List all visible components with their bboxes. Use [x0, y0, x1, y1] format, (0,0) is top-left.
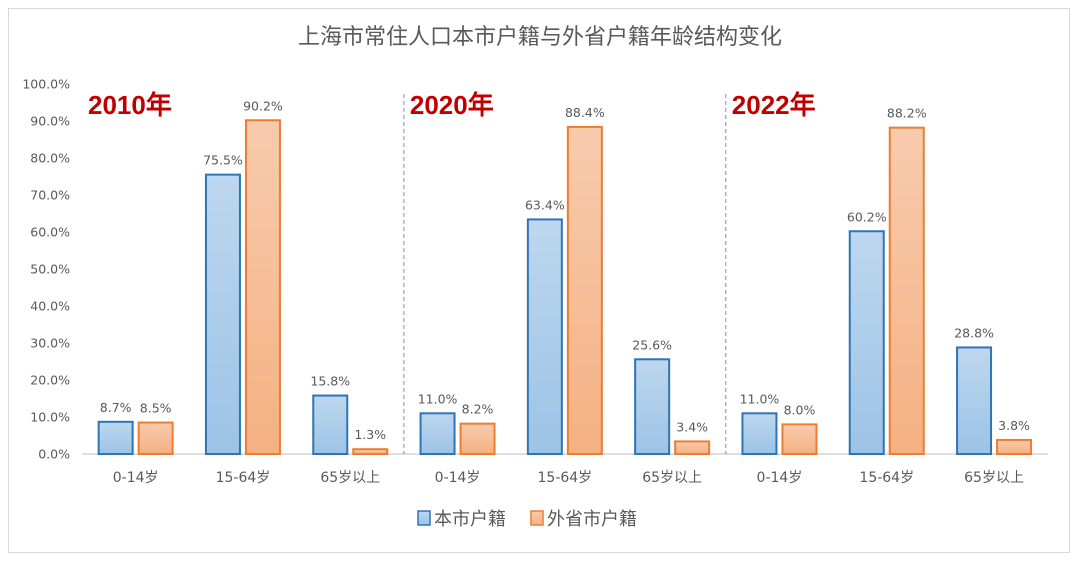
year-label: 2022年	[732, 90, 816, 120]
data-label: 90.2%	[243, 98, 283, 113]
bar-migrant	[996, 438, 1033, 456]
y-tick-label: 80.0%	[30, 151, 70, 166]
bar-local	[848, 230, 885, 455]
x-category-label: 15-64岁	[216, 470, 271, 486]
bar-local	[526, 218, 563, 455]
bar-local	[741, 412, 778, 455]
bar-local	[419, 412, 456, 455]
data-label: 88.4%	[565, 105, 605, 120]
legend-label-migrant: 外省市户籍	[547, 509, 637, 530]
x-category-label: 65岁以上	[320, 470, 380, 486]
bar-migrant	[888, 126, 925, 455]
data-label: 8.5%	[140, 401, 172, 416]
y-tick-label: 10.0%	[30, 410, 70, 425]
data-label: 8.7%	[100, 400, 132, 415]
x-category-label: 0-14岁	[757, 470, 803, 486]
bar-migrant	[781, 423, 818, 455]
data-label: 11.0%	[418, 391, 458, 406]
chart-title: 上海市常住人口本市户籍与外省户籍年龄结构变化	[298, 25, 782, 50]
bar-migrant	[137, 421, 174, 455]
bar-local	[204, 173, 241, 455]
data-label: 28.8%	[954, 325, 994, 340]
bar-local	[956, 346, 993, 455]
y-tick-label: 50.0%	[30, 262, 70, 277]
data-label: 60.2%	[847, 209, 887, 224]
data-label: 63.4%	[525, 197, 565, 212]
legend-swatch-local	[417, 510, 431, 526]
data-label: 75.5%	[203, 153, 243, 168]
bar-local	[634, 358, 671, 455]
y-tick-label: 30.0%	[30, 336, 70, 351]
data-label: 25.6%	[632, 337, 672, 352]
bar-migrant	[352, 448, 389, 456]
year-label: 2010年	[88, 90, 172, 120]
y-tick-label: 0.0%	[38, 447, 70, 462]
data-label: 11.0%	[740, 391, 780, 406]
data-label: 3.8%	[998, 418, 1030, 433]
data-label: 3.4%	[676, 419, 708, 434]
legend-swatch-migrant	[530, 510, 544, 526]
y-tick-label: 60.0%	[30, 225, 70, 240]
bar-local	[312, 394, 349, 456]
y-tick-label: 100.0%	[22, 77, 70, 92]
x-category-label: 15-64岁	[538, 470, 593, 486]
x-category-label: 0-14岁	[435, 470, 481, 486]
y-tick-label: 40.0%	[30, 299, 70, 314]
data-label: 88.2%	[887, 106, 927, 121]
y-tick-label: 70.0%	[30, 188, 70, 203]
legend-label-local: 本市户籍	[434, 509, 506, 530]
bar-migrant	[244, 119, 281, 455]
bar-migrant	[459, 422, 496, 456]
x-category-label: 0-14岁	[113, 470, 159, 486]
bar-local	[97, 420, 134, 455]
data-label: 15.8%	[310, 374, 350, 389]
year-label: 2020年	[410, 90, 494, 120]
y-tick-label: 20.0%	[30, 373, 70, 388]
y-tick-label: 90.0%	[30, 114, 70, 129]
x-category-label: 65岁以上	[642, 470, 702, 486]
data-label: 8.2%	[462, 402, 494, 417]
data-label: 8.0%	[784, 402, 816, 417]
x-category-label: 65岁以上	[964, 470, 1024, 486]
data-label: 1.3%	[354, 427, 386, 442]
x-category-label: 15-64岁	[859, 470, 914, 486]
bar-migrant	[566, 125, 603, 455]
bar-migrant	[674, 440, 711, 456]
